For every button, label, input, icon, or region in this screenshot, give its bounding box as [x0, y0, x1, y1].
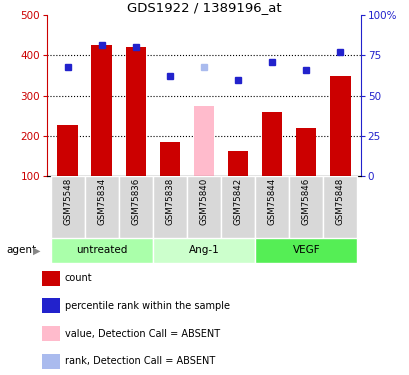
Bar — [227, 151, 248, 176]
Bar — [119, 176, 153, 238]
Text: GSM75840: GSM75840 — [199, 178, 208, 225]
Text: count: count — [65, 273, 92, 283]
Text: GSM75848: GSM75848 — [335, 178, 344, 225]
Bar — [57, 124, 78, 176]
Bar — [254, 176, 288, 238]
Text: ▶: ▶ — [33, 245, 40, 255]
Text: GSM75838: GSM75838 — [165, 178, 174, 225]
Text: GSM75834: GSM75834 — [97, 178, 106, 225]
Text: GSM75548: GSM75548 — [63, 178, 72, 225]
Text: percentile rank within the sample: percentile rank within the sample — [65, 301, 229, 311]
Bar — [261, 112, 282, 176]
Bar — [84, 176, 119, 238]
Bar — [220, 176, 254, 238]
Text: value, Detection Call = ABSENT: value, Detection Call = ABSENT — [65, 328, 220, 339]
Bar — [153, 176, 187, 238]
Bar — [42, 326, 60, 341]
Bar — [42, 271, 60, 286]
Bar — [288, 176, 323, 238]
Text: agent: agent — [6, 245, 36, 255]
Bar — [159, 142, 180, 176]
Text: GSM75836: GSM75836 — [131, 178, 140, 225]
Text: untreated: untreated — [76, 245, 127, 255]
Bar — [42, 298, 60, 314]
Bar — [254, 238, 357, 262]
Bar — [153, 238, 254, 262]
Bar — [42, 354, 60, 369]
Text: VEGF: VEGF — [292, 245, 319, 255]
Bar — [50, 238, 153, 262]
Text: GSM75846: GSM75846 — [301, 178, 310, 225]
Text: rank, Detection Call = ABSENT: rank, Detection Call = ABSENT — [65, 356, 215, 366]
Title: GDS1922 / 1389196_at: GDS1922 / 1389196_at — [126, 1, 281, 14]
Bar — [193, 106, 213, 176]
Text: Ang-1: Ang-1 — [188, 245, 219, 255]
Bar — [323, 176, 357, 238]
Text: GSM75842: GSM75842 — [233, 178, 242, 225]
Bar — [329, 76, 350, 176]
Bar — [91, 45, 112, 176]
Bar — [125, 47, 146, 176]
Text: GSM75844: GSM75844 — [267, 178, 276, 225]
Bar — [295, 128, 316, 176]
Bar — [50, 176, 84, 238]
Bar — [187, 176, 220, 238]
